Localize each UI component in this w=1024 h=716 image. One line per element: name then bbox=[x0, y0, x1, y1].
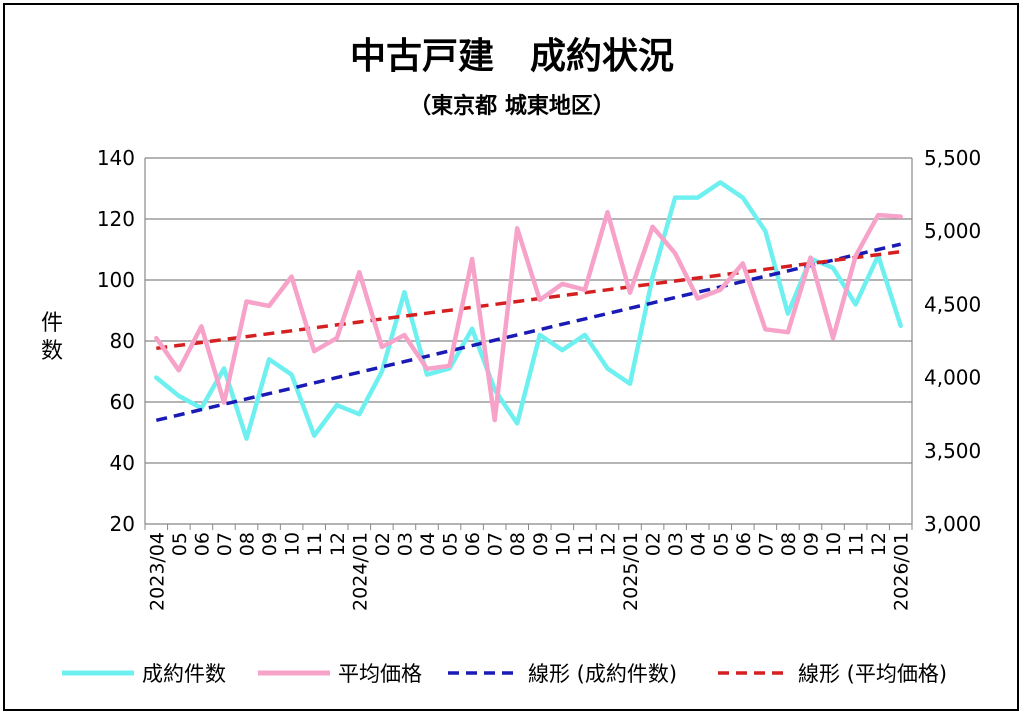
x-tick-label: 08 bbox=[237, 532, 259, 556]
x-tick-label: 03 bbox=[394, 532, 416, 556]
y-tick-label: 60 bbox=[110, 390, 135, 414]
axes bbox=[144, 158, 913, 530]
x-tick-label: 06 bbox=[733, 532, 755, 556]
y-tick-label: 100 bbox=[97, 268, 135, 292]
grid-lines bbox=[145, 157, 912, 525]
y-axis-right-labels: 3,000 3,500 4,000 4,500 5,000 5,500 bbox=[924, 146, 981, 536]
legend-label: 線形 (平均価格) bbox=[798, 662, 947, 686]
x-tick-label: 2025/01 bbox=[620, 532, 642, 611]
x-axis-labels: 2023/04 05 06 07 08 09 10 11 12 2024/01 02 03 04 05 06… bbox=[146, 532, 912, 611]
x-tick-label: 02 bbox=[372, 532, 394, 556]
series-line-0 bbox=[154, 180, 903, 441]
chart-title: 中古戸建 成約状況 bbox=[350, 36, 674, 77]
x-tick-label: 12 bbox=[327, 532, 349, 556]
y2-tick-label: 4,000 bbox=[924, 366, 981, 390]
y2-tick-label: 3,500 bbox=[924, 439, 981, 463]
series-line-1 bbox=[154, 209, 903, 423]
y-axis-title-char: 数 bbox=[41, 339, 63, 364]
y-tick-label: 120 bbox=[97, 207, 135, 231]
x-tick-label: 07 bbox=[214, 532, 236, 556]
chart-subtitle: （東京都 城東地区） bbox=[409, 93, 615, 119]
legend-label: 成約件数 bbox=[142, 662, 226, 686]
x-tick-label: 04 bbox=[417, 532, 439, 556]
x-tick-label: 02 bbox=[643, 532, 665, 556]
legend: 成約件数 平均価格 線形 (成約件数) 線形 (平均価格) bbox=[62, 662, 947, 686]
x-tick-label: 11 bbox=[575, 532, 597, 556]
series-line-2 bbox=[155, 242, 902, 423]
x-tick-label: 11 bbox=[846, 532, 868, 556]
y2-tick-label: 3,000 bbox=[924, 512, 981, 536]
y-axis-title: 件数 bbox=[41, 311, 63, 364]
x-tick-label: 05 bbox=[440, 532, 462, 556]
y-tick-label: 40 bbox=[110, 451, 135, 475]
series-group bbox=[154, 180, 903, 441]
x-tick-label: 11 bbox=[304, 532, 326, 556]
y-tick-label: 20 bbox=[110, 512, 135, 536]
x-tick-label: 10 bbox=[823, 532, 845, 556]
x-tick-label: 08 bbox=[778, 532, 800, 556]
x-tick-label: 09 bbox=[259, 532, 281, 556]
x-tick-label: 06 bbox=[191, 532, 213, 556]
x-tick-label: 03 bbox=[665, 532, 687, 556]
y-tick-label: 140 bbox=[97, 146, 135, 170]
x-tick-label: 09 bbox=[800, 532, 822, 556]
y2-tick-label: 4,500 bbox=[924, 292, 981, 316]
x-tick-label: 2023/04 bbox=[146, 532, 168, 611]
x-tick-label: 12 bbox=[868, 532, 890, 556]
x-tick-label: 2026/01 bbox=[891, 532, 913, 611]
x-tick-label: 07 bbox=[755, 532, 777, 556]
x-tick-label: 04 bbox=[688, 532, 710, 556]
chart-frame bbox=[3, 3, 1019, 711]
x-tick-label: 05 bbox=[710, 532, 732, 556]
y-axis-left-labels: 20 40 60 80 100 120 140 bbox=[97, 146, 135, 536]
y-axis-title-char: 件 bbox=[41, 311, 63, 336]
legend-label: 平均価格 bbox=[338, 662, 422, 686]
x-tick-label: 07 bbox=[485, 532, 507, 556]
x-tick-label: 05 bbox=[169, 532, 191, 556]
x-tick-label: 08 bbox=[507, 532, 529, 556]
y2-tick-label: 5,500 bbox=[924, 146, 981, 170]
x-tick-label: 09 bbox=[530, 532, 552, 556]
y-tick-label: 80 bbox=[110, 329, 135, 353]
x-tick-label: 2024/01 bbox=[349, 532, 371, 611]
y2-tick-label: 5,000 bbox=[924, 219, 981, 243]
legend-label: 線形 (成約件数) bbox=[528, 662, 677, 686]
x-tick-label: 10 bbox=[282, 532, 304, 556]
x-tick-label: 06 bbox=[462, 532, 484, 556]
x-tick-label: 12 bbox=[597, 532, 619, 556]
x-tick-label: 10 bbox=[552, 532, 574, 556]
